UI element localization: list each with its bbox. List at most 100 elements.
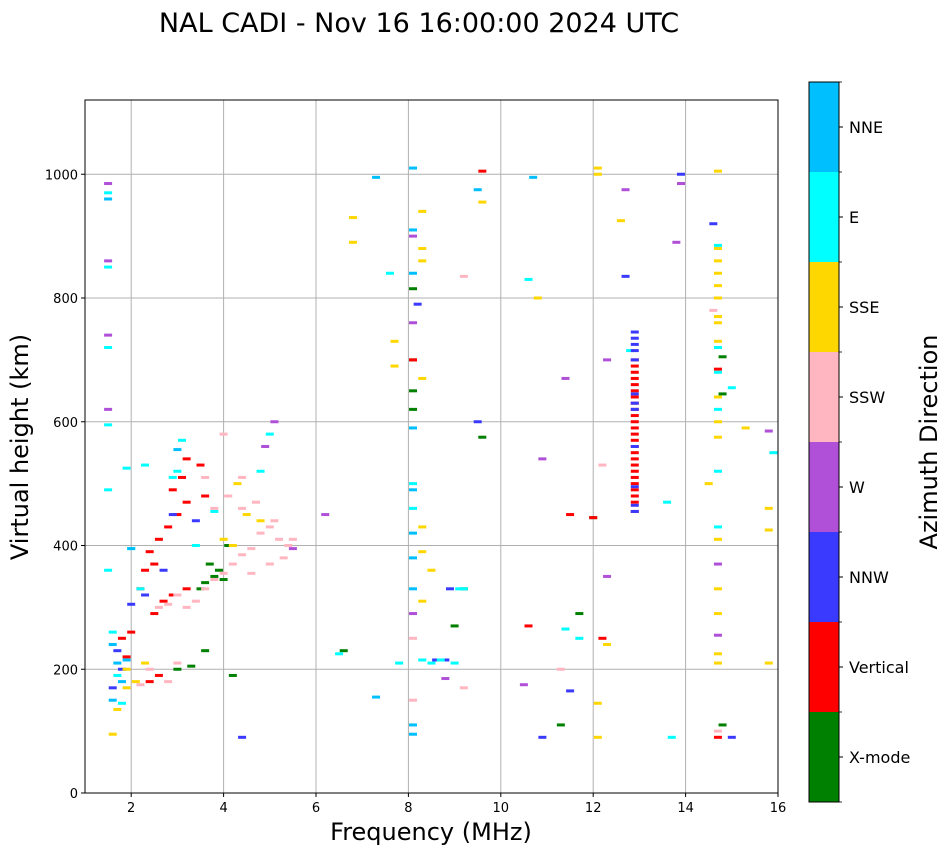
data-point bbox=[409, 482, 418, 486]
data-point bbox=[409, 234, 418, 238]
data-point bbox=[173, 667, 182, 671]
x-tick-label: 6 bbox=[312, 801, 320, 816]
data-point bbox=[108, 698, 117, 702]
data-point bbox=[764, 528, 773, 532]
data-point bbox=[630, 485, 639, 489]
data-point bbox=[418, 525, 427, 529]
data-point bbox=[164, 680, 173, 684]
data-point bbox=[713, 612, 722, 616]
data-point bbox=[538, 735, 547, 739]
data-point bbox=[409, 426, 418, 430]
data-point bbox=[210, 509, 219, 513]
data-point bbox=[238, 475, 247, 479]
data-point bbox=[676, 172, 685, 176]
data-point bbox=[372, 695, 381, 699]
data-point bbox=[593, 701, 602, 705]
data-point bbox=[104, 191, 113, 195]
data-point bbox=[159, 599, 168, 603]
data-point bbox=[566, 513, 575, 517]
x-tick-label: 10 bbox=[493, 801, 510, 816]
data-point bbox=[141, 593, 150, 597]
colorbar-segment bbox=[809, 712, 839, 802]
data-point bbox=[154, 537, 163, 541]
plot-frame bbox=[84, 99, 779, 794]
data-point bbox=[173, 593, 182, 597]
colorbar-segment bbox=[809, 82, 839, 172]
data-point bbox=[713, 407, 722, 411]
data-point bbox=[104, 182, 113, 186]
data-point bbox=[630, 383, 639, 387]
data-point bbox=[603, 643, 612, 646]
data-point bbox=[764, 429, 773, 433]
data-point bbox=[713, 525, 722, 529]
data-point bbox=[205, 562, 214, 566]
data-point bbox=[182, 500, 191, 504]
colorbar-segment bbox=[809, 352, 839, 442]
data-point bbox=[196, 587, 205, 591]
data-point bbox=[247, 571, 256, 575]
data-point bbox=[709, 222, 718, 226]
data-point bbox=[141, 661, 150, 665]
x-axis-ticks: 2 4 6 8 10 12 14 16 bbox=[127, 793, 786, 816]
data-point bbox=[630, 358, 639, 362]
data-point bbox=[409, 723, 418, 727]
data-point bbox=[168, 513, 177, 517]
data-point bbox=[127, 547, 136, 551]
data-point bbox=[727, 386, 736, 390]
data-point bbox=[436, 658, 445, 662]
data-point bbox=[145, 550, 154, 554]
data-point bbox=[409, 321, 418, 325]
data-point bbox=[159, 568, 168, 572]
data-point bbox=[191, 544, 200, 547]
y-axis-ticks: 0 200 400 600 800 1000 bbox=[45, 168, 85, 802]
data-point bbox=[117, 667, 126, 671]
data-point bbox=[210, 506, 219, 510]
data-point bbox=[713, 395, 722, 399]
data-point bbox=[459, 686, 468, 690]
data-point bbox=[270, 519, 279, 523]
data-point bbox=[173, 448, 182, 452]
data-point bbox=[113, 661, 122, 665]
data-point bbox=[187, 664, 196, 668]
data-point bbox=[524, 624, 533, 628]
data-point bbox=[182, 457, 191, 461]
data-point bbox=[630, 457, 639, 461]
data-point bbox=[473, 420, 482, 424]
data-point bbox=[718, 392, 727, 396]
data-point bbox=[769, 451, 778, 455]
x-tick-label: 14 bbox=[677, 801, 694, 816]
data-point bbox=[630, 407, 639, 411]
x-tick-label: 12 bbox=[585, 801, 602, 816]
data-point bbox=[630, 432, 639, 436]
data-point bbox=[275, 537, 284, 541]
colorbar-tick-label: E bbox=[849, 208, 859, 227]
data-point bbox=[529, 175, 538, 179]
data-point bbox=[173, 469, 182, 473]
series-x-mode bbox=[173, 287, 727, 727]
data-point bbox=[261, 445, 270, 448]
data-point bbox=[335, 652, 344, 656]
data-point bbox=[556, 723, 565, 727]
data-point bbox=[459, 274, 468, 278]
data-point bbox=[450, 624, 459, 628]
data-point bbox=[238, 553, 247, 557]
data-point bbox=[122, 686, 131, 690]
data-point bbox=[713, 537, 722, 541]
series-vertical bbox=[117, 169, 722, 739]
data-point bbox=[630, 364, 639, 368]
data-point bbox=[178, 475, 187, 479]
data-point bbox=[630, 336, 639, 340]
data-point bbox=[630, 349, 639, 353]
data-point bbox=[418, 550, 427, 554]
data-point bbox=[764, 661, 773, 665]
data-point bbox=[630, 389, 639, 393]
data-point bbox=[713, 346, 722, 349]
data-point bbox=[409, 506, 418, 510]
data-point bbox=[108, 630, 117, 634]
series-e bbox=[104, 191, 778, 739]
colorbar-segment bbox=[809, 442, 839, 532]
colorbar-segment bbox=[809, 262, 839, 352]
data-point bbox=[191, 519, 200, 523]
data-point bbox=[265, 562, 274, 566]
data-point bbox=[418, 259, 427, 263]
